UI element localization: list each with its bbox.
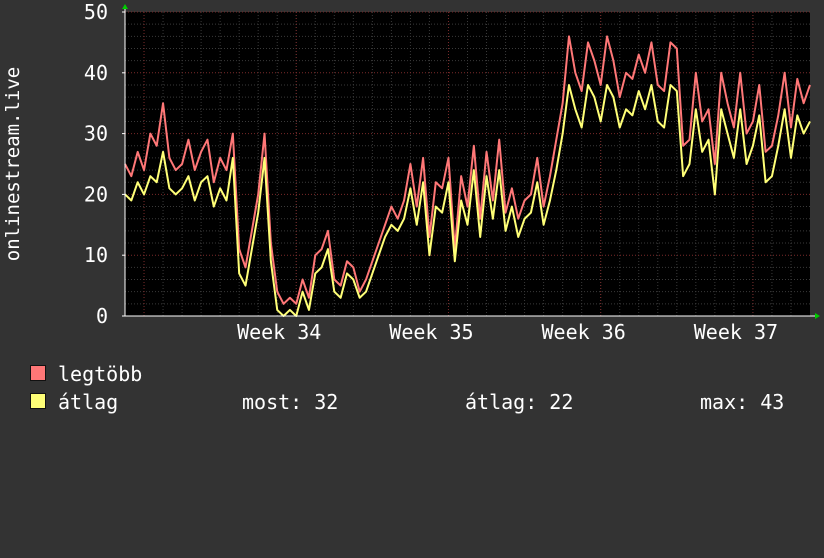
y-tick-label: 40	[84, 61, 108, 85]
x-axis-arrow	[815, 313, 820, 319]
y-tick-label: 50	[84, 0, 108, 24]
series-layer	[124, 35, 811, 317]
chart-panel: 0 10 20 30 40 50 Week 34 Week 35 Week 36 Week 37 …	[2, 0, 820, 414]
y-axis-arrow	[122, 4, 128, 9]
x-tick-label: Week 35	[389, 320, 473, 344]
minor-gridlines	[125, 12, 810, 316]
y-tick-label: 10	[84, 243, 108, 267]
stat-now: most: 32	[242, 390, 339, 414]
y-axis-label: onlinestream.live	[2, 67, 24, 261]
legend-avg-label: átlag	[58, 390, 119, 414]
legend-max: legtöbb	[30, 362, 810, 386]
stat-average: átlag: 22	[465, 390, 574, 414]
tick-labels: 0 10 20 30 40 50 Week 34 Week 35 Week 36 Week 37	[84, 0, 778, 344]
x-tick-label: Week 37	[694, 320, 778, 344]
stat-max: max: 43	[700, 390, 785, 414]
series-line-max	[124, 35, 811, 305]
legend-avg-swatch	[30, 393, 46, 409]
series-line-avg	[124, 83, 811, 317]
legend-avg: átlag most: 32 átlag: 22 max: 43	[30, 390, 810, 414]
legend-max-label: legtöbb	[58, 362, 143, 386]
legend-max-swatch	[30, 365, 46, 381]
x-tick-label: Week 36	[542, 320, 626, 344]
x-tick-label: Week 34	[237, 320, 321, 344]
y-tick-label: 0	[96, 304, 108, 328]
y-tick-label: 30	[84, 122, 108, 146]
axes	[122, 4, 820, 319]
y-tick-label: 20	[84, 182, 108, 206]
